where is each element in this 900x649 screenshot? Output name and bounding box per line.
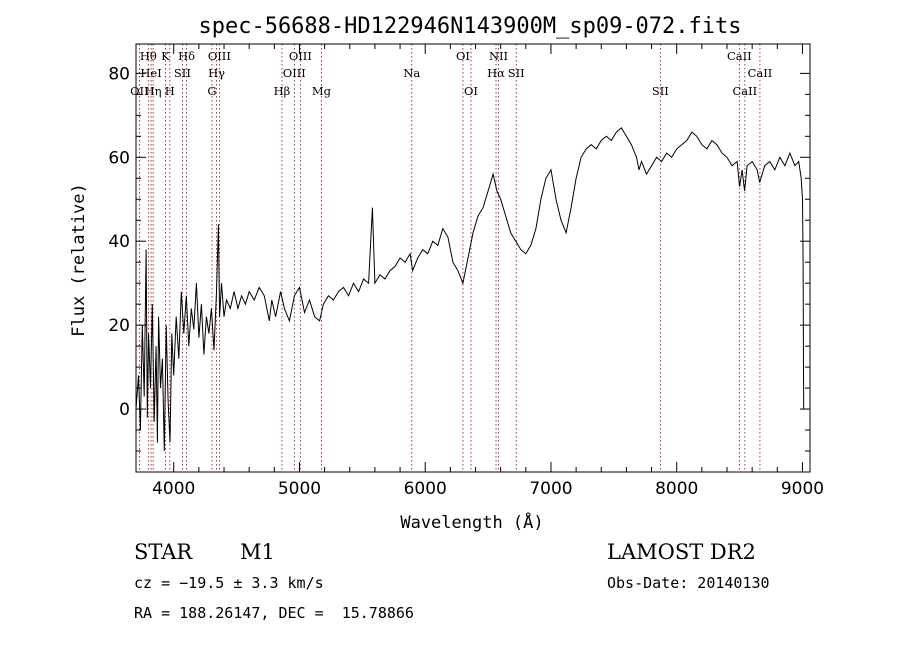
spectral-line-label: H — [165, 84, 175, 98]
plot-frame — [135, 43, 811, 473]
x-axis-label: Wavelength (Å) — [400, 511, 543, 533]
spectrum-series-line — [135, 127, 805, 452]
x-tick-label: 5000 — [278, 479, 321, 499]
spectral-line-label: OII — [130, 84, 149, 98]
spectral-line-label: Hθ — [140, 49, 157, 63]
object-subclass: M1 — [240, 540, 275, 564]
spectral-line-label: OI — [456, 49, 470, 63]
chart-title: spec-56688-HD122946N143900M_sp09-072.fit… — [198, 14, 741, 39]
spectral-line-label: SII — [652, 84, 669, 98]
y-tick-label: 60 — [108, 148, 130, 168]
x-tick-label: 9000 — [781, 479, 824, 499]
spectral-line-label: NII — [489, 49, 508, 63]
spectral-lines-layer: Hθ OII HeI Hη K Hδ SII H OIII Hγ G OIII OIII Hβ Mg Na OI… — [130, 44, 772, 472]
spectral-line-label: OIII — [283, 66, 306, 80]
survey-name: LAMOST DR2 — [607, 540, 756, 564]
x-tick-label: 7000 — [529, 479, 572, 499]
spectral-line-label: G — [207, 84, 216, 98]
spectrum-chart: spec-56688-HD122946N143900M_sp09-072.fit… — [69, 14, 824, 533]
spectral-line-label: CaII — [727, 49, 752, 63]
spectral-line-label: CaII — [732, 84, 757, 98]
x-tick-label: 8000 — [655, 479, 698, 499]
y-tick-label: 80 — [108, 64, 130, 84]
spectral-line-label: K — [161, 49, 170, 63]
spectral-line-label: Hη — [145, 84, 162, 98]
spectral-line-label: OIII — [289, 49, 312, 63]
spectral-line-label: Hδ — [178, 49, 195, 63]
spectral-line-label: CaII — [748, 66, 773, 80]
object-type: STAR — [134, 540, 193, 564]
y-tick-label: 0 — [119, 400, 130, 420]
spectral-line-label: OIII — [208, 49, 231, 63]
x-tick-label: 4000 — [152, 479, 195, 499]
spectral-line-label: OI — [464, 84, 478, 98]
y-tick-label: 20 — [108, 316, 130, 336]
x-tick-label: 6000 — [404, 479, 447, 499]
y-tick-label: 40 — [108, 232, 130, 252]
spectral-line-label: Hα — [487, 66, 505, 80]
y-axis-label: Flux (relative) — [69, 183, 89, 337]
spectral-line-label: Hγ — [208, 66, 225, 80]
coordinates: RA = 188.26147, DEC = 15.78866 — [134, 604, 414, 622]
redshift-cz: cz = −19.5 ± 3.3 km/s — [134, 574, 324, 592]
axis-ticks-layer: 4000 5000 6000 7000 8000 9000 0 20 40 60 80 — [108, 44, 824, 499]
spectral-line-label: HeI — [140, 66, 161, 80]
spectral-line-label: SII — [174, 66, 191, 80]
spectral-line-label: Mg — [312, 84, 332, 98]
spectral-line-label: SII — [508, 66, 525, 80]
observation-date: Obs-Date: 20140130 — [607, 574, 770, 592]
spectral-line-label: Na — [403, 66, 420, 80]
spectral-line-label: Hβ — [274, 84, 291, 98]
